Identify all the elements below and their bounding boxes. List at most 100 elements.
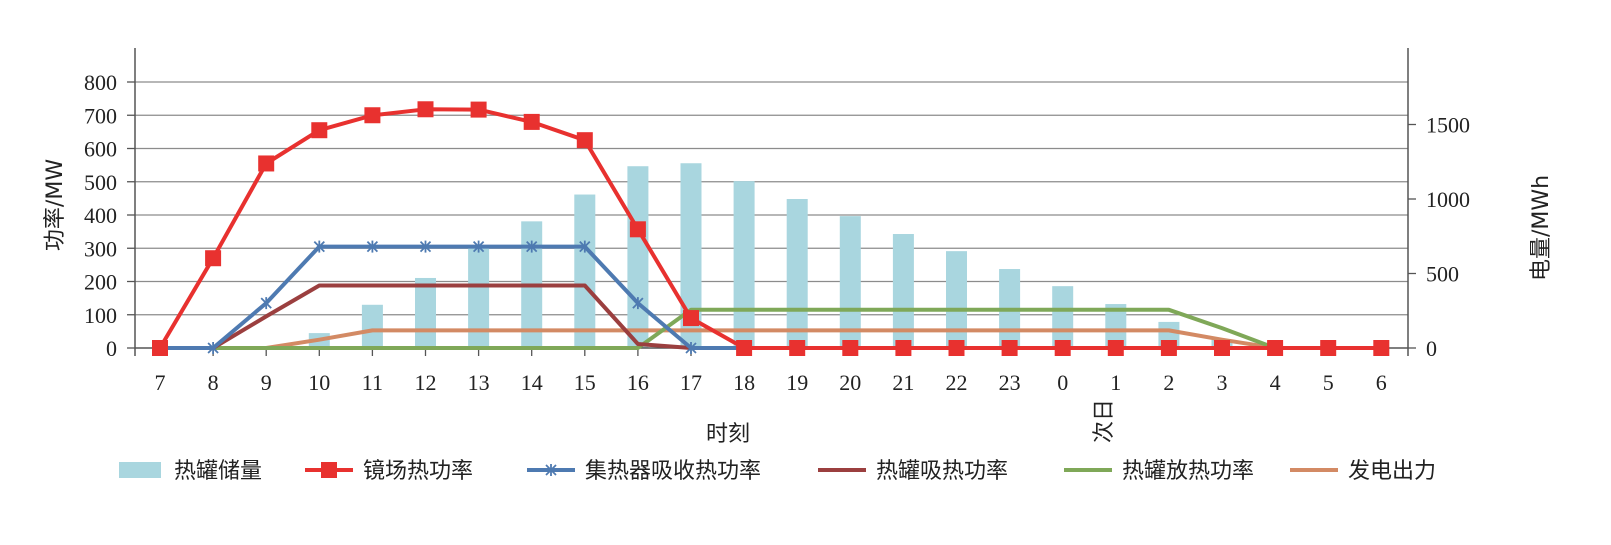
series-1-point-8 [576, 132, 593, 149]
y-right-tick-label-1000: 1000 [1426, 187, 1470, 212]
storage-bars [308, 163, 1233, 348]
y-axis-right-title: 电量/MWh [1529, 175, 1554, 281]
bar-11 [361, 304, 383, 348]
legend-label-1: 热罐储量 [174, 459, 262, 484]
series-1-point-6 [470, 101, 487, 118]
series-line-4 [160, 307, 1382, 350]
y-left-tick-label-400: 400 [84, 203, 117, 228]
series-2-point-8 [579, 240, 591, 253]
series-1-point-13 [842, 340, 859, 356]
bar-17 [680, 163, 702, 348]
series-1-point-15 [948, 340, 965, 356]
bar-12 [415, 277, 436, 348]
series-1-point-22 [1320, 340, 1337, 356]
y-left-tick-label-600: 600 [84, 137, 117, 162]
x-tick-label-0-17: 0 [1057, 370, 1068, 395]
series-2-point-7 [526, 240, 538, 253]
x-tick-label-23-16: 23 [999, 370, 1021, 395]
y-left-tick-label-300: 300 [84, 236, 117, 261]
series-1-point-5 [417, 101, 434, 118]
legend-label-2: 镜场热功率 [363, 459, 473, 484]
legend-marker-star [545, 464, 557, 476]
y-axis-left-title: 功率/MW [43, 159, 68, 251]
bar-0 [1052, 286, 1074, 348]
x-tick-label-4-21: 4 [1270, 370, 1281, 395]
series-1-point-1 [205, 250, 222, 267]
x-tick-label-16-9: 16 [627, 370, 649, 395]
x-axis-next-day-note: 次日 [1092, 399, 1117, 443]
bar-22 [946, 251, 967, 348]
x-tick-label-9-2: 9 [261, 370, 272, 395]
legend-item-6: 发电出力 [1290, 459, 1436, 484]
axis-labels: 功率/MW 电量/MWh 时刻 次日 [43, 159, 1554, 447]
series-1-point-10 [683, 310, 699, 327]
bar-15 [574, 194, 596, 348]
series-1-point-9 [629, 221, 646, 238]
series-1-point-0 [152, 340, 168, 356]
x-tick-label-17-10: 17 [680, 370, 702, 395]
y-left-tick-label-800: 800 [84, 70, 117, 95]
legend: 热罐储量 镜场热功率 集热器吸收热功率 热罐吸热功率 热罐放热功率 发电出力 [119, 459, 1436, 484]
x-tick-label-6-23: 6 [1376, 370, 1387, 395]
bar-19 [786, 199, 808, 348]
series-2-point-9 [632, 297, 644, 310]
series-1-point-16 [1001, 340, 1018, 356]
x-tick-label-11-4: 11 [362, 370, 383, 395]
y-right-tick-label-0: 0 [1426, 336, 1437, 361]
legend-label-6: 发电出力 [1348, 459, 1436, 484]
legend-item-2: 镜场热功率 [305, 459, 473, 484]
bar-13 [468, 245, 490, 348]
series-2-point-4 [366, 240, 379, 253]
y-right-tick-label-1500: 1500 [1426, 113, 1470, 138]
x-tick-label-22-15: 22 [946, 370, 968, 395]
legend-item-3: 集热器吸收热功率 [527, 459, 761, 484]
series-1-point-11 [736, 340, 753, 356]
series-1-point-7 [523, 113, 540, 130]
legend-swatch-bar [119, 462, 161, 478]
x-tick-label-15-8: 15 [574, 370, 596, 395]
x-tick-label-1-18: 1 [1110, 370, 1121, 395]
series-1-point-23 [1373, 340, 1390, 356]
bar-21 [892, 234, 914, 348]
series-line-2 [160, 244, 1382, 350]
x-tick-label-20-13: 20 [839, 370, 861, 395]
series-1-point-19 [1160, 340, 1177, 356]
x-tick-label-5-22: 5 [1323, 370, 1334, 395]
x-tick-label-21-14: 21 [892, 370, 914, 395]
legend-label-3: 集热器吸收热功率 [585, 459, 761, 484]
y-left-tick-label-500: 500 [84, 170, 117, 195]
series-2-point-10 [685, 342, 697, 354]
series-1-point-18 [1107, 340, 1124, 356]
legend-marker-square [321, 462, 337, 478]
y-right-tick-label-500: 500 [1426, 262, 1459, 287]
series-1-point-2 [258, 155, 275, 172]
series-lines [152, 101, 1390, 356]
bar-18 [733, 181, 755, 348]
legend-label-4: 热罐吸热功率 [876, 459, 1008, 484]
series-line-5 [160, 328, 1382, 350]
grid-layer [135, 81, 1408, 316]
legend-item-4: 热罐吸热功率 [818, 459, 1008, 484]
legend-item-5: 热罐放热功率 [1064, 459, 1254, 484]
y-left-tick-label-700: 700 [84, 103, 117, 128]
x-tick-label-10-3: 10 [308, 370, 330, 395]
x-tick-label-2-19: 2 [1163, 370, 1174, 395]
series-1-point-4 [364, 107, 381, 124]
x-tick-label-19-12: 19 [786, 370, 808, 395]
series-1-point-3 [311, 122, 328, 139]
y-left-tick-label-200: 200 [84, 270, 117, 295]
bar-16 [627, 166, 649, 348]
series-1-point-21 [1267, 340, 1284, 356]
series-line-3 [160, 283, 1382, 350]
y-left-tick-label-100: 100 [84, 303, 117, 328]
series-2-point-2 [260, 297, 272, 310]
x-tick-label-14-7: 14 [521, 370, 543, 395]
x-tick-label-13-6: 13 [468, 370, 490, 395]
series-2-point-5 [419, 240, 432, 253]
series-line-1 [158, 107, 1382, 350]
series-1-point-20 [1214, 340, 1230, 356]
legend-item-1: 热罐储量 [119, 459, 262, 484]
x-tick-label-8-1: 8 [208, 370, 219, 395]
x-tick-label-3-20: 3 [1217, 370, 1228, 395]
